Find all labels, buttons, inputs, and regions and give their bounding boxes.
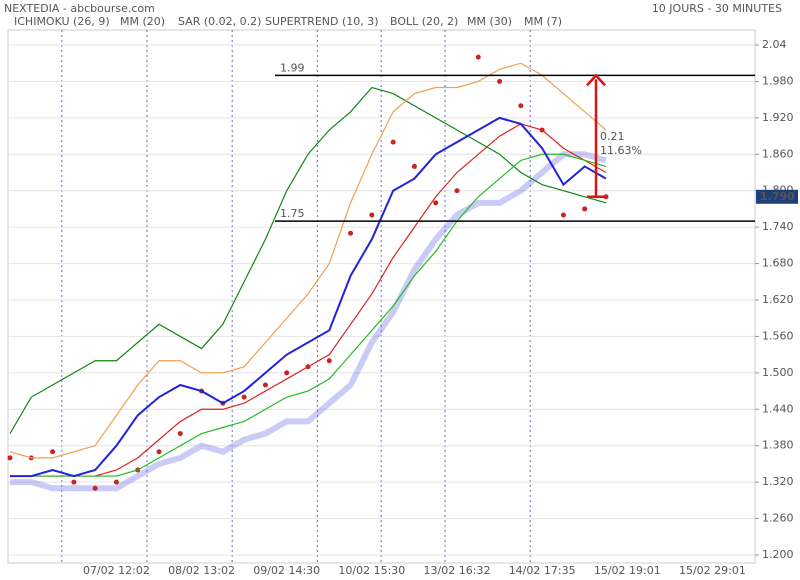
y-tick-label: 1.380 xyxy=(762,439,794,452)
sar-dot xyxy=(539,127,545,133)
sar-dot xyxy=(177,431,183,437)
y-tick-label: 1.920 xyxy=(762,111,794,124)
series-line xyxy=(10,116,607,478)
series-line xyxy=(10,153,607,477)
arrow-head xyxy=(586,73,606,87)
legend: ICHIMOKU (26, 9) MM (20) SAR (0.02, 0.2) SU… xyxy=(14,15,562,28)
y-tick-label: 1.620 xyxy=(762,293,794,306)
y-tick-label: 1.860 xyxy=(762,147,794,160)
sar-dot xyxy=(582,206,588,212)
series-line xyxy=(9,86,607,434)
sar-dot xyxy=(156,449,162,455)
sar-dot xyxy=(348,230,354,236)
chart-title: NEXTEDIA - abcbourse.com xyxy=(4,2,155,15)
chart-subtitle: 10 JOURS - 30 MINUTES xyxy=(652,2,782,15)
x-tick-label: 14/02 17:35 xyxy=(509,564,576,577)
ichimoku-cloud xyxy=(10,151,607,492)
last-price-label: 1.790 xyxy=(760,190,795,203)
sar-dot xyxy=(305,364,311,370)
sar-dot xyxy=(390,139,396,145)
y-tick-label: 1.560 xyxy=(762,329,794,342)
sar-dot xyxy=(560,212,566,218)
y-tick-label: 1.260 xyxy=(762,512,794,525)
y-tick-label: 2.04 xyxy=(762,38,787,51)
sar-dot xyxy=(7,455,13,461)
y-tick-label: 1.680 xyxy=(762,257,794,270)
y-tick-label: 1.320 xyxy=(762,475,794,488)
y-tick-label: 1.500 xyxy=(762,366,794,379)
x-tick-label: 13/02 16:32 xyxy=(424,564,491,577)
legend-entry: SAR (0.02, 0.2) xyxy=(178,15,261,28)
sar-dot xyxy=(262,382,268,388)
legend-entry: ICHIMOKU (26, 9) xyxy=(14,15,110,28)
x-tick-label: 15/02 29:01 xyxy=(679,564,746,577)
legend-entry: MM (30) xyxy=(467,15,512,28)
sar-dot xyxy=(411,163,417,169)
sar-dot xyxy=(241,394,247,400)
sar-dot xyxy=(497,78,503,84)
legend-entry: BOLL (20, 2) xyxy=(390,15,458,28)
y-tick-label: 1.740 xyxy=(762,220,794,233)
sar-dot xyxy=(326,358,332,364)
level-label: 1.75 xyxy=(280,207,305,220)
y-tick-label: 1.200 xyxy=(762,548,794,561)
x-tick-label: 10/02 15:30 xyxy=(338,564,405,577)
last-price-tag xyxy=(756,189,798,204)
sar-dot xyxy=(50,449,56,455)
legend-entry: SUPERTREND (10, 3) xyxy=(265,15,379,28)
sar-dot xyxy=(454,188,460,194)
x-tick-label: 07/02 12:02 xyxy=(83,564,150,577)
legend-entry: MM (7) xyxy=(524,15,562,28)
level-label: 1.99 xyxy=(280,61,305,74)
change-value: 0.21 xyxy=(600,130,625,143)
x-tick-label: 09/02 14:30 xyxy=(253,564,320,577)
x-tick-label: 15/02 19:01 xyxy=(594,564,661,577)
legend-entry: MM (20) xyxy=(120,15,165,28)
y-tick-label: 1.440 xyxy=(762,402,794,415)
sar-dot xyxy=(518,103,524,109)
sar-dot xyxy=(475,54,481,60)
change-percent: 11.63% xyxy=(600,144,642,157)
sar-dot xyxy=(433,200,439,206)
sar-dot xyxy=(369,212,375,218)
x-tick-label: 08/02 13:02 xyxy=(168,564,235,577)
grid: 2.041.9801.9201.8601.8001.7401.6801.6201… xyxy=(8,30,794,577)
sar-dot xyxy=(113,479,119,485)
sar-dot xyxy=(92,485,98,491)
y-tick-label: 1.980 xyxy=(762,74,794,87)
sar-dot xyxy=(284,370,290,376)
series-line xyxy=(9,62,607,459)
sar-dot xyxy=(71,479,77,485)
